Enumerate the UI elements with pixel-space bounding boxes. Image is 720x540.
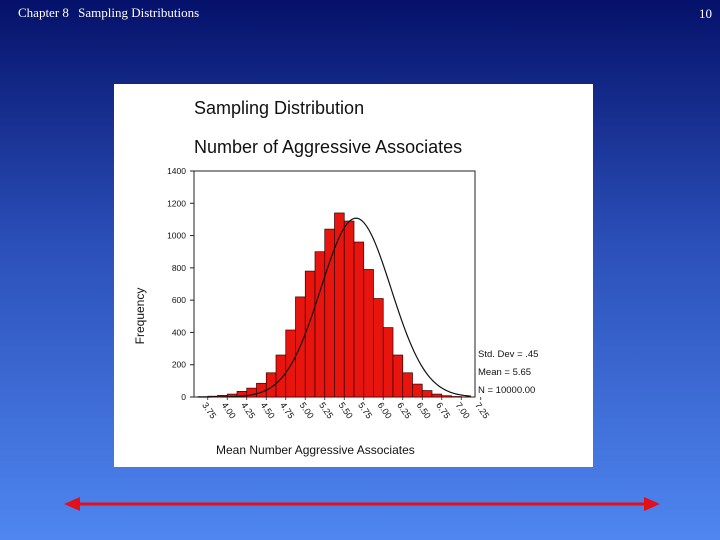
x-tick-label: 5.25 [317, 400, 335, 420]
y-tick-label: 800 [172, 263, 186, 273]
x-tick-label: 4.75 [278, 400, 296, 420]
y-tick-label: 0 [181, 392, 186, 402]
x-axis-label: Mean Number Aggressive Associates [216, 443, 415, 457]
y-tick-label: 1400 [167, 166, 186, 176]
x-tick-label: 4.25 [239, 400, 257, 420]
histogram-bar [334, 212, 345, 398]
y-tick-label: 600 [172, 295, 186, 305]
histogram-chart: 0 200 400 600 800 1000 1200 1400 3.75 4.00 4.25 4.5… [167, 166, 491, 421]
histogram-bar [314, 251, 326, 398]
x-tick-label: 7.25 [473, 400, 491, 420]
histogram-bar [392, 354, 404, 398]
x-tick-label: 3.75 [200, 400, 218, 420]
histogram-bar [431, 393, 443, 398]
y-tick-label: 1200 [167, 198, 186, 208]
topic-label: Sampling Distributions [78, 5, 200, 20]
y-axis-label: Frequency [133, 287, 147, 345]
y-tick-label: 200 [172, 360, 186, 370]
x-tick-label: 6.75 [434, 400, 452, 420]
stat-std-dev: Std. Dev = .45 [478, 349, 539, 360]
histogram-bar [382, 327, 394, 398]
slide-header: Chapter 8 Sampling Distributions [18, 5, 205, 21]
histogram-bar [256, 382, 267, 398]
stat-mean: Mean = 5.65 [478, 367, 532, 378]
normal-curve [198, 217, 472, 398]
histogram-bar [343, 220, 355, 398]
x-tick-label: 6.00 [376, 400, 394, 420]
histogram-bar [373, 298, 384, 398]
chart-title: Sampling Distribution [194, 98, 365, 118]
chart-panel: 0 200 400 600 800 1000 1200 1400 3.75 4.00 4.25 4.5… [114, 84, 593, 467]
stats-box: Std. Dev = .45 Mean = 5.65 N = 10000.00 [478, 346, 538, 400]
double-arrow-icon [62, 492, 662, 516]
histogram-bar [421, 390, 433, 398]
x-tick-label: 5.00 [298, 400, 316, 420]
x-tick-label: 6.50 [415, 400, 433, 420]
chapter-label: Chapter 8 [18, 5, 69, 20]
chart-subtitle: Number of Aggressive Associates [194, 137, 463, 157]
histogram-bar [324, 228, 335, 398]
x-tick-label: 5.50 [337, 400, 355, 420]
y-tick-label: 400 [172, 327, 186, 337]
histogram-bar [285, 329, 296, 398]
histogram-bar [275, 354, 287, 398]
x-tick-label: 6.25 [395, 400, 413, 420]
histogram-bar [363, 269, 374, 398]
histogram-bar [353, 241, 365, 398]
histogram-bar [441, 395, 452, 398]
histogram-bar [402, 372, 413, 398]
x-tick-label: 7.00 [454, 400, 472, 420]
y-tick-label: 1000 [167, 231, 186, 241]
x-tick-label: 4.50 [259, 400, 277, 420]
x-tick-label: 5.75 [356, 400, 374, 420]
page-number: 10 [699, 6, 712, 21]
x-tick-label: 4.00 [220, 400, 238, 420]
histogram-bar [412, 383, 423, 398]
stat-n: N = 10000.00 [478, 385, 536, 396]
histogram-bar [304, 270, 316, 398]
